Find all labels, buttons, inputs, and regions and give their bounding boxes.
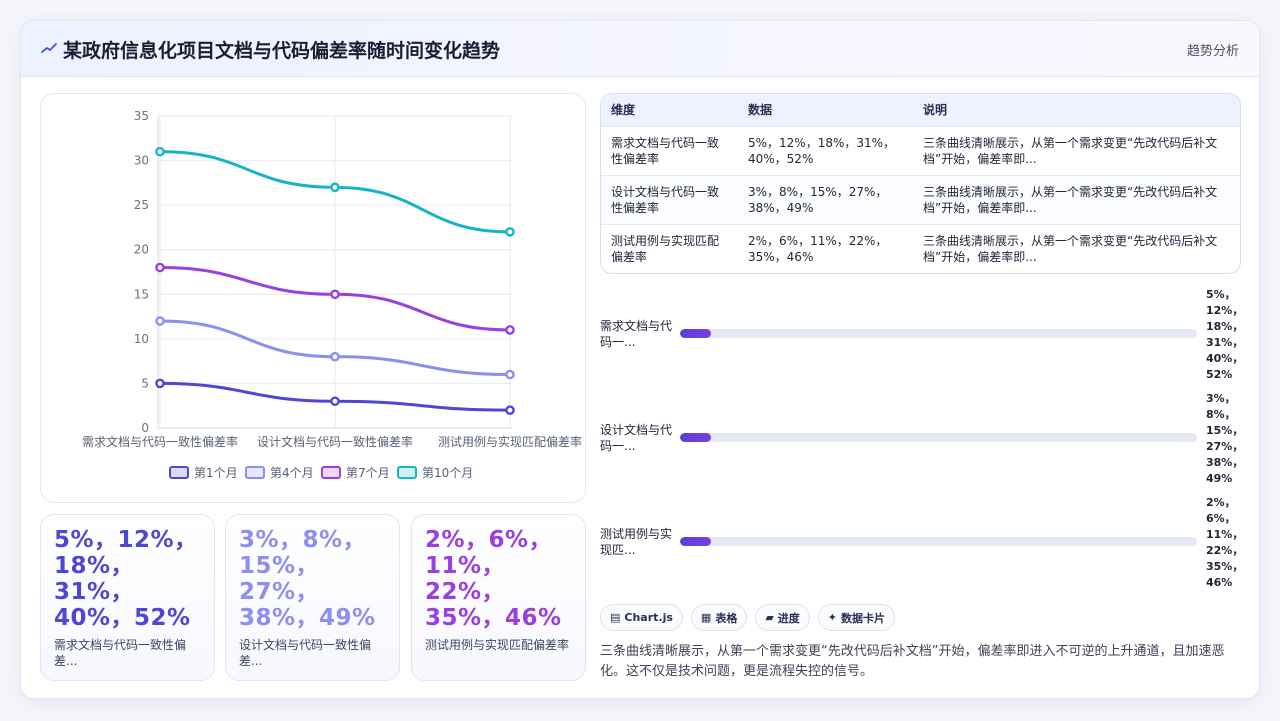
tag-data-card[interactable]: ✦ 数据卡片 [817,604,896,631]
line-chart-card: 0 5 10 15 20 25 30 35 需求文档与代码一致性偏差率 设计文档与代码一致性偏差率… [40,93,586,503]
stat-label: 测试用例与实现匹配偏差率 [425,638,570,652]
tag-table[interactable]: ▦ 表格 [690,604,748,631]
table-header: 维度 [611,103,636,118]
stat-label: 需求文档与代码一致性偏差... [54,638,187,668]
chart-icon: ▤ [610,611,621,624]
progress-value: 2%，6%，11%，22%，35%，46% [1206,496,1244,589]
legend-swatch [397,466,417,479]
tag-label: 进度 [777,611,800,625]
tag-progress[interactable]: ▰ 进度 [755,604,810,631]
table-header: 说明 [923,103,948,118]
table-header-row: 维度 数据 说明 [601,94,1240,126]
progress-track [680,329,1197,338]
progress-value: 5%，12%，18%，31%，40%，52% [1206,288,1244,381]
table-icon: ▦ [700,611,712,624]
table-header: 数据 [748,103,773,118]
x-tick-label: 设计文档与代码一致性偏差率 [257,434,413,449]
data-table-card: 维度 数据 说明 需求文档与代码一致性偏差率 5%，12%，18%，31%，40… [600,93,1241,274]
progress-label: 需求文档与代码一... [600,319,673,349]
y-tick-label: 35 [134,109,149,123]
y-tick-label: 20 [134,243,149,257]
stat-card-testing: 2%，6%，11%，22%，35%，46% 测试用例与实现匹配偏差率 [411,514,586,681]
summary-note: 三条曲线清晰展示，从第一个需求变更“先改代码后补文档”开始，偏差率即进入不可逆的… [600,644,1225,679]
table-cell: 三条曲线清晰展示，从第一个需求变更“先改代码后补文档”开始，偏差率即... [923,233,1218,264]
progress-value: 3%，8%，15%，27%，38%，49% [1206,392,1244,485]
data-point [505,227,515,237]
y-tick-label: 15 [134,287,149,301]
page-title: 某政府信息化项目文档与代码偏差率随时间变化趋势 [63,40,501,62]
y-tick-label: 30 [134,154,149,168]
stat-card-requirements: 5%，12%，18%，31%，40%，52% 需求文档与代码一致性偏差... [40,514,215,681]
progress-row: 设计文档与代码一... 3%，8%，15%，27%，38%，49% [600,392,1250,489]
table-cell: 需求文档与代码一致性偏差率 [611,135,720,166]
header-right-label: 趋势分析 [1186,44,1239,59]
tag-label: 数据卡片 [841,611,886,625]
legend-label: 第10个月 [422,466,473,480]
tag-list: ▤ Chart.js ▦ 表格 ▰ 进度 ✦ 数据卡片 [600,604,896,631]
data-point [155,378,165,389]
legend-swatch [169,466,189,479]
progress-label: 测试用例与实现匹... [600,527,673,557]
data-table: 维度 数据 说明 需求文档与代码一致性偏差率 5%，12%，18%，31%，40… [601,94,1240,273]
stat-value: 5%，12%，18%，31%，40%，52% [54,527,198,631]
line-chart: 0 5 10 15 20 25 30 35 需求文档与代码一致性偏差率 设计文档与代码一致性偏差率… [82,109,582,480]
header-bar: 某政府信息化项目文档与代码偏差率随时间变化趋势 趋势分析 [21,21,1259,77]
x-tick-label: 需求文档与代码一致性偏差率 [82,434,238,449]
table-cell: 5%，12%，18%，31%，40%，52% [748,135,896,166]
legend-label: 第4个月 [270,466,314,480]
x-tick-label: 测试用例与实现匹配偏差率 [438,434,582,449]
legend-label: 第7个月 [346,466,390,480]
y-tick-label: 0 [141,421,149,435]
table-cell: 设计文档与代码一致性偏差率 [611,184,720,215]
stat-value: 3%，8%，15%，27%，38%，49% [239,527,376,631]
progress-label: 设计文档与代码一... [600,423,673,453]
stat-card-design: 3%，8%，15%，27%，38%，49% 设计文档与代码一致性偏差... [225,514,400,681]
table-cell: 测试用例与实现匹配偏差率 [611,233,720,264]
tag-label: Chart.js [624,611,673,624]
data-point [155,262,165,273]
progress-track [680,433,1197,442]
y-tick-label: 25 [134,198,149,212]
dashboard-frame: 某政府信息化项目文档与代码偏差率随时间变化趋势 趋势分析 0 5 10 15 20 25 3… [20,20,1260,699]
data-point [155,316,165,326]
stat-value: 2%，6%，11%，22%，35%，46% [425,527,562,631]
data-point [155,146,165,157]
data-point [330,396,340,407]
sparkle-icon: ✦ [827,611,838,624]
legend-swatch [321,466,341,479]
y-tick-label: 5 [141,376,149,390]
progress-row: 测试用例与实现匹... 2%，6%，11%，22%，35%，46% [600,496,1250,593]
legend-label: 第1个月 [194,466,238,480]
table-row: 设计文档与代码一致性偏差率 3%，8%，15%，27%，38%，49% 三条曲线… [601,175,1240,224]
progress-track [680,537,1197,546]
stat-label: 设计文档与代码一致性偏差... [239,638,372,668]
progress-fill [680,433,712,442]
table-cell: 2%，6%，11%，22%，35%，46% [748,233,888,264]
data-point [330,182,340,193]
data-point [505,369,515,380]
progress-fill [680,329,712,338]
table-cell: 3%，8%，15%，27%，38%，49% [748,184,888,215]
data-point [330,351,340,362]
progress-fill [680,537,712,546]
data-point [330,289,340,300]
legend-swatch [245,466,265,479]
progress-icon: ▰ [765,611,774,624]
table-cell: 三条曲线清晰展示，从第一个需求变更“先改代码后补文档”开始，偏差率即... [923,135,1218,166]
table-row: 需求文档与代码一致性偏差率 5%，12%，18%，31%，40%，52% 三条曲… [601,126,1240,175]
trend-line-icon [41,43,57,53]
data-point [505,325,515,335]
data-point [505,405,515,415]
progress-row: 需求文档与代码一... 5%，12%，18%，31%，40%，52% [600,288,1250,385]
table-row: 测试用例与实现匹配偏差率 2%，6%，11%，22%，35%，46% 三条曲线清… [601,224,1240,273]
table-cell: 三条曲线清晰展示，从第一个需求变更“先改代码后补文档”开始，偏差率即... [923,184,1218,215]
tag-label: 表格 [715,611,738,625]
y-tick-label: 10 [134,332,149,346]
tag-chartjs[interactable]: ▤ Chart.js [600,604,683,631]
